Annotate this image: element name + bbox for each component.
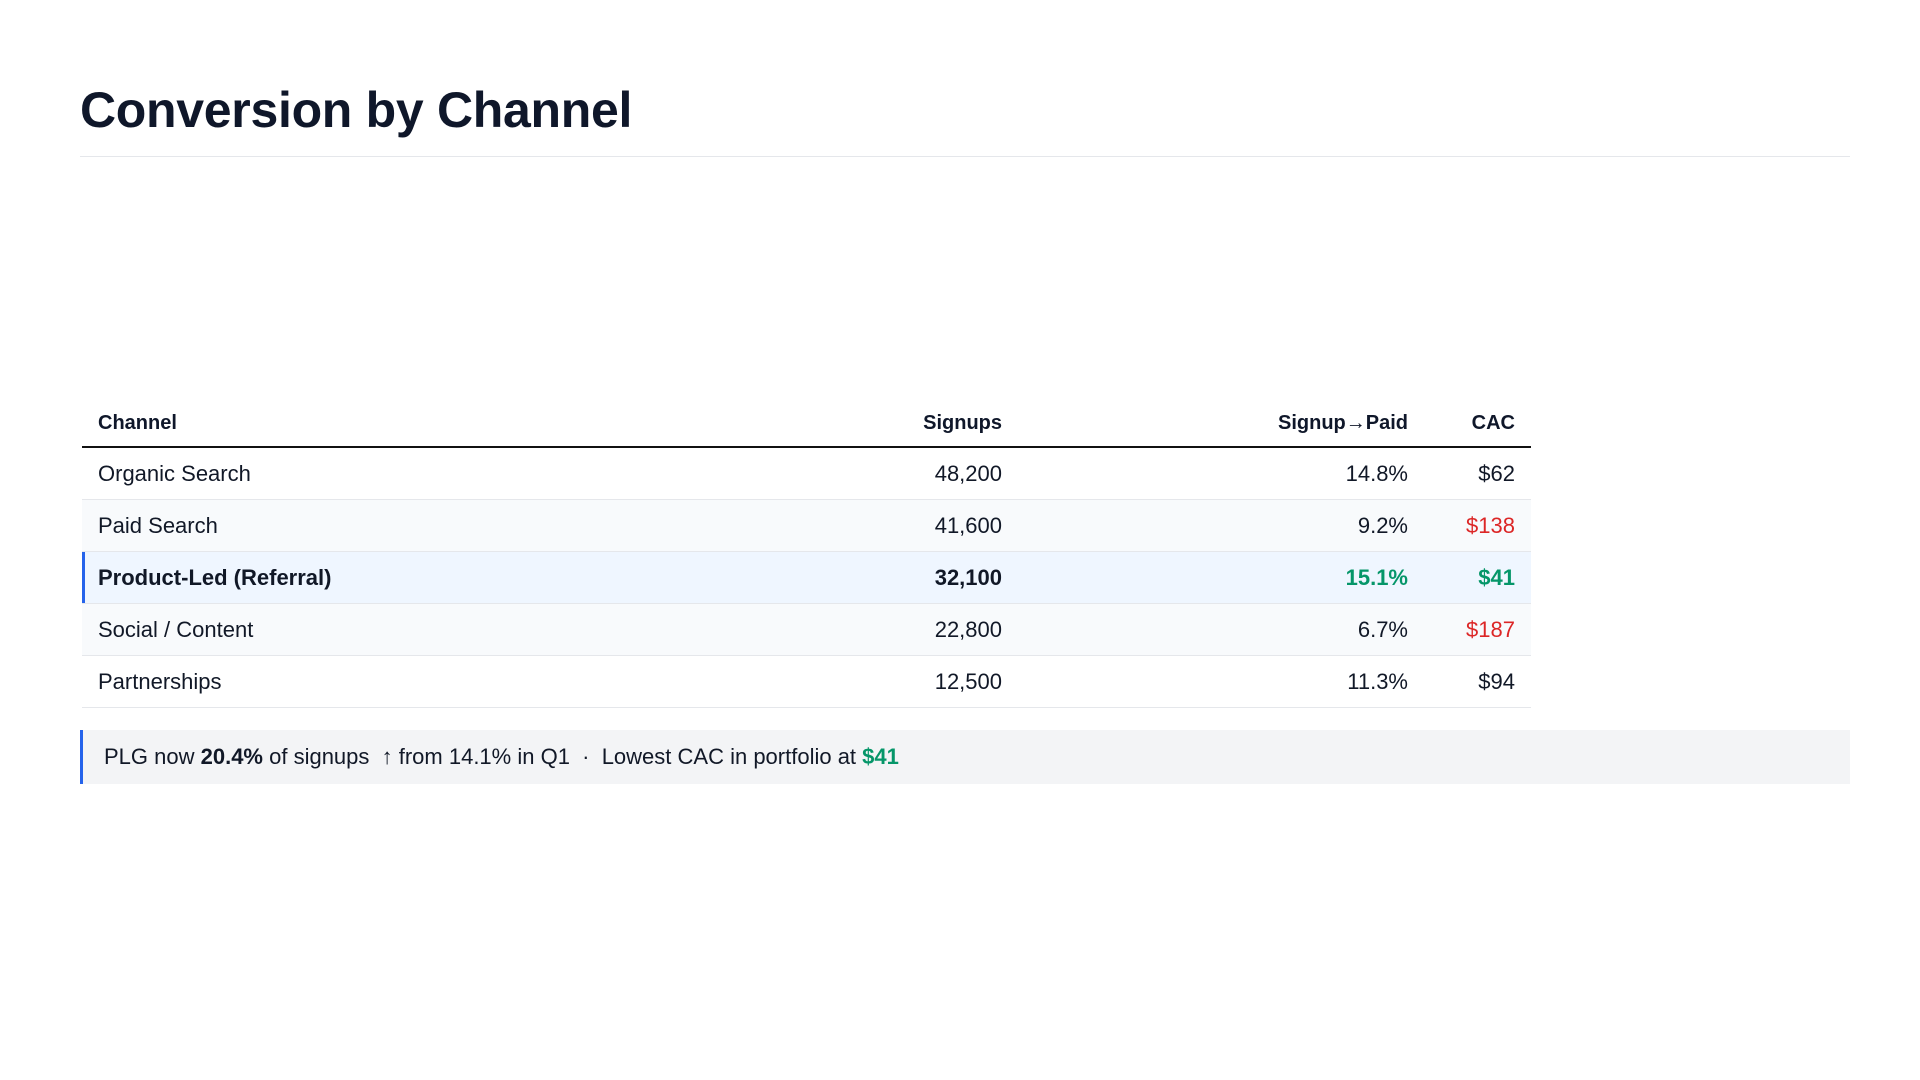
cell-cac: $62 [1424, 447, 1531, 500]
cell-signup-to-paid: 9.2% [1018, 499, 1424, 552]
cell-channel: Social / Content [82, 603, 674, 656]
cell-cac: $41 [1424, 551, 1531, 604]
cell-signups: 32,100 [674, 551, 1018, 604]
cell-signup-to-paid: 6.7% [1018, 603, 1424, 656]
callout-plg-share: 20.4% [200, 744, 263, 769]
callout-text: of signups ↑ from 14.1% in Q1 · Lowest C… [263, 744, 863, 769]
table-row: Partnerships 12,500 11.3% $94 [82, 655, 1531, 708]
cell-channel: Organic Search [82, 447, 674, 500]
callout-lowest-cac: $41 [862, 744, 899, 769]
column-header-signups: Signups [674, 400, 1018, 448]
cell-signup-to-paid: 15.1% [1018, 551, 1424, 604]
cell-signup-to-paid: 14.8% [1018, 447, 1424, 500]
table-row: Organic Search 48,200 14.8% $62 [82, 447, 1531, 500]
table-header-row: Channel Signups Signup→Paid CAC [82, 400, 1531, 448]
cell-signups: 12,500 [674, 655, 1018, 708]
insight-callout: PLG now 20.4% of signups ↑ from 14.1% in… [80, 730, 1850, 784]
cell-signups: 41,600 [674, 499, 1018, 552]
column-header-signup-to-paid: Signup→Paid [1018, 400, 1424, 448]
cell-cac: $138 [1424, 499, 1531, 552]
cell-channel: Paid Search [82, 499, 674, 552]
cell-cac: $187 [1424, 603, 1531, 656]
cell-signup-to-paid: 11.3% [1018, 655, 1424, 708]
page-title: Conversion by Channel [80, 82, 633, 138]
callout-prefix: PLG now [104, 744, 201, 769]
table-row: Paid Search 41,600 9.2% $138 [82, 499, 1531, 552]
cell-signups: 48,200 [674, 447, 1018, 500]
cell-channel: Product-Led (Referral) [82, 551, 674, 604]
table-row-highlighted: Product-Led (Referral) 32,100 15.1% $41 [82, 551, 1531, 604]
cell-signups: 22,800 [674, 603, 1018, 656]
channel-table: Channel Signups Signup→Paid CAC Organic … [82, 400, 1531, 708]
table-row: Social / Content 22,800 6.7% $187 [82, 603, 1531, 656]
title-divider [80, 156, 1850, 157]
cell-cac: $94 [1424, 655, 1531, 708]
column-header-channel: Channel [82, 400, 674, 448]
column-header-cac: CAC [1424, 400, 1531, 448]
cell-channel: Partnerships [82, 655, 674, 708]
